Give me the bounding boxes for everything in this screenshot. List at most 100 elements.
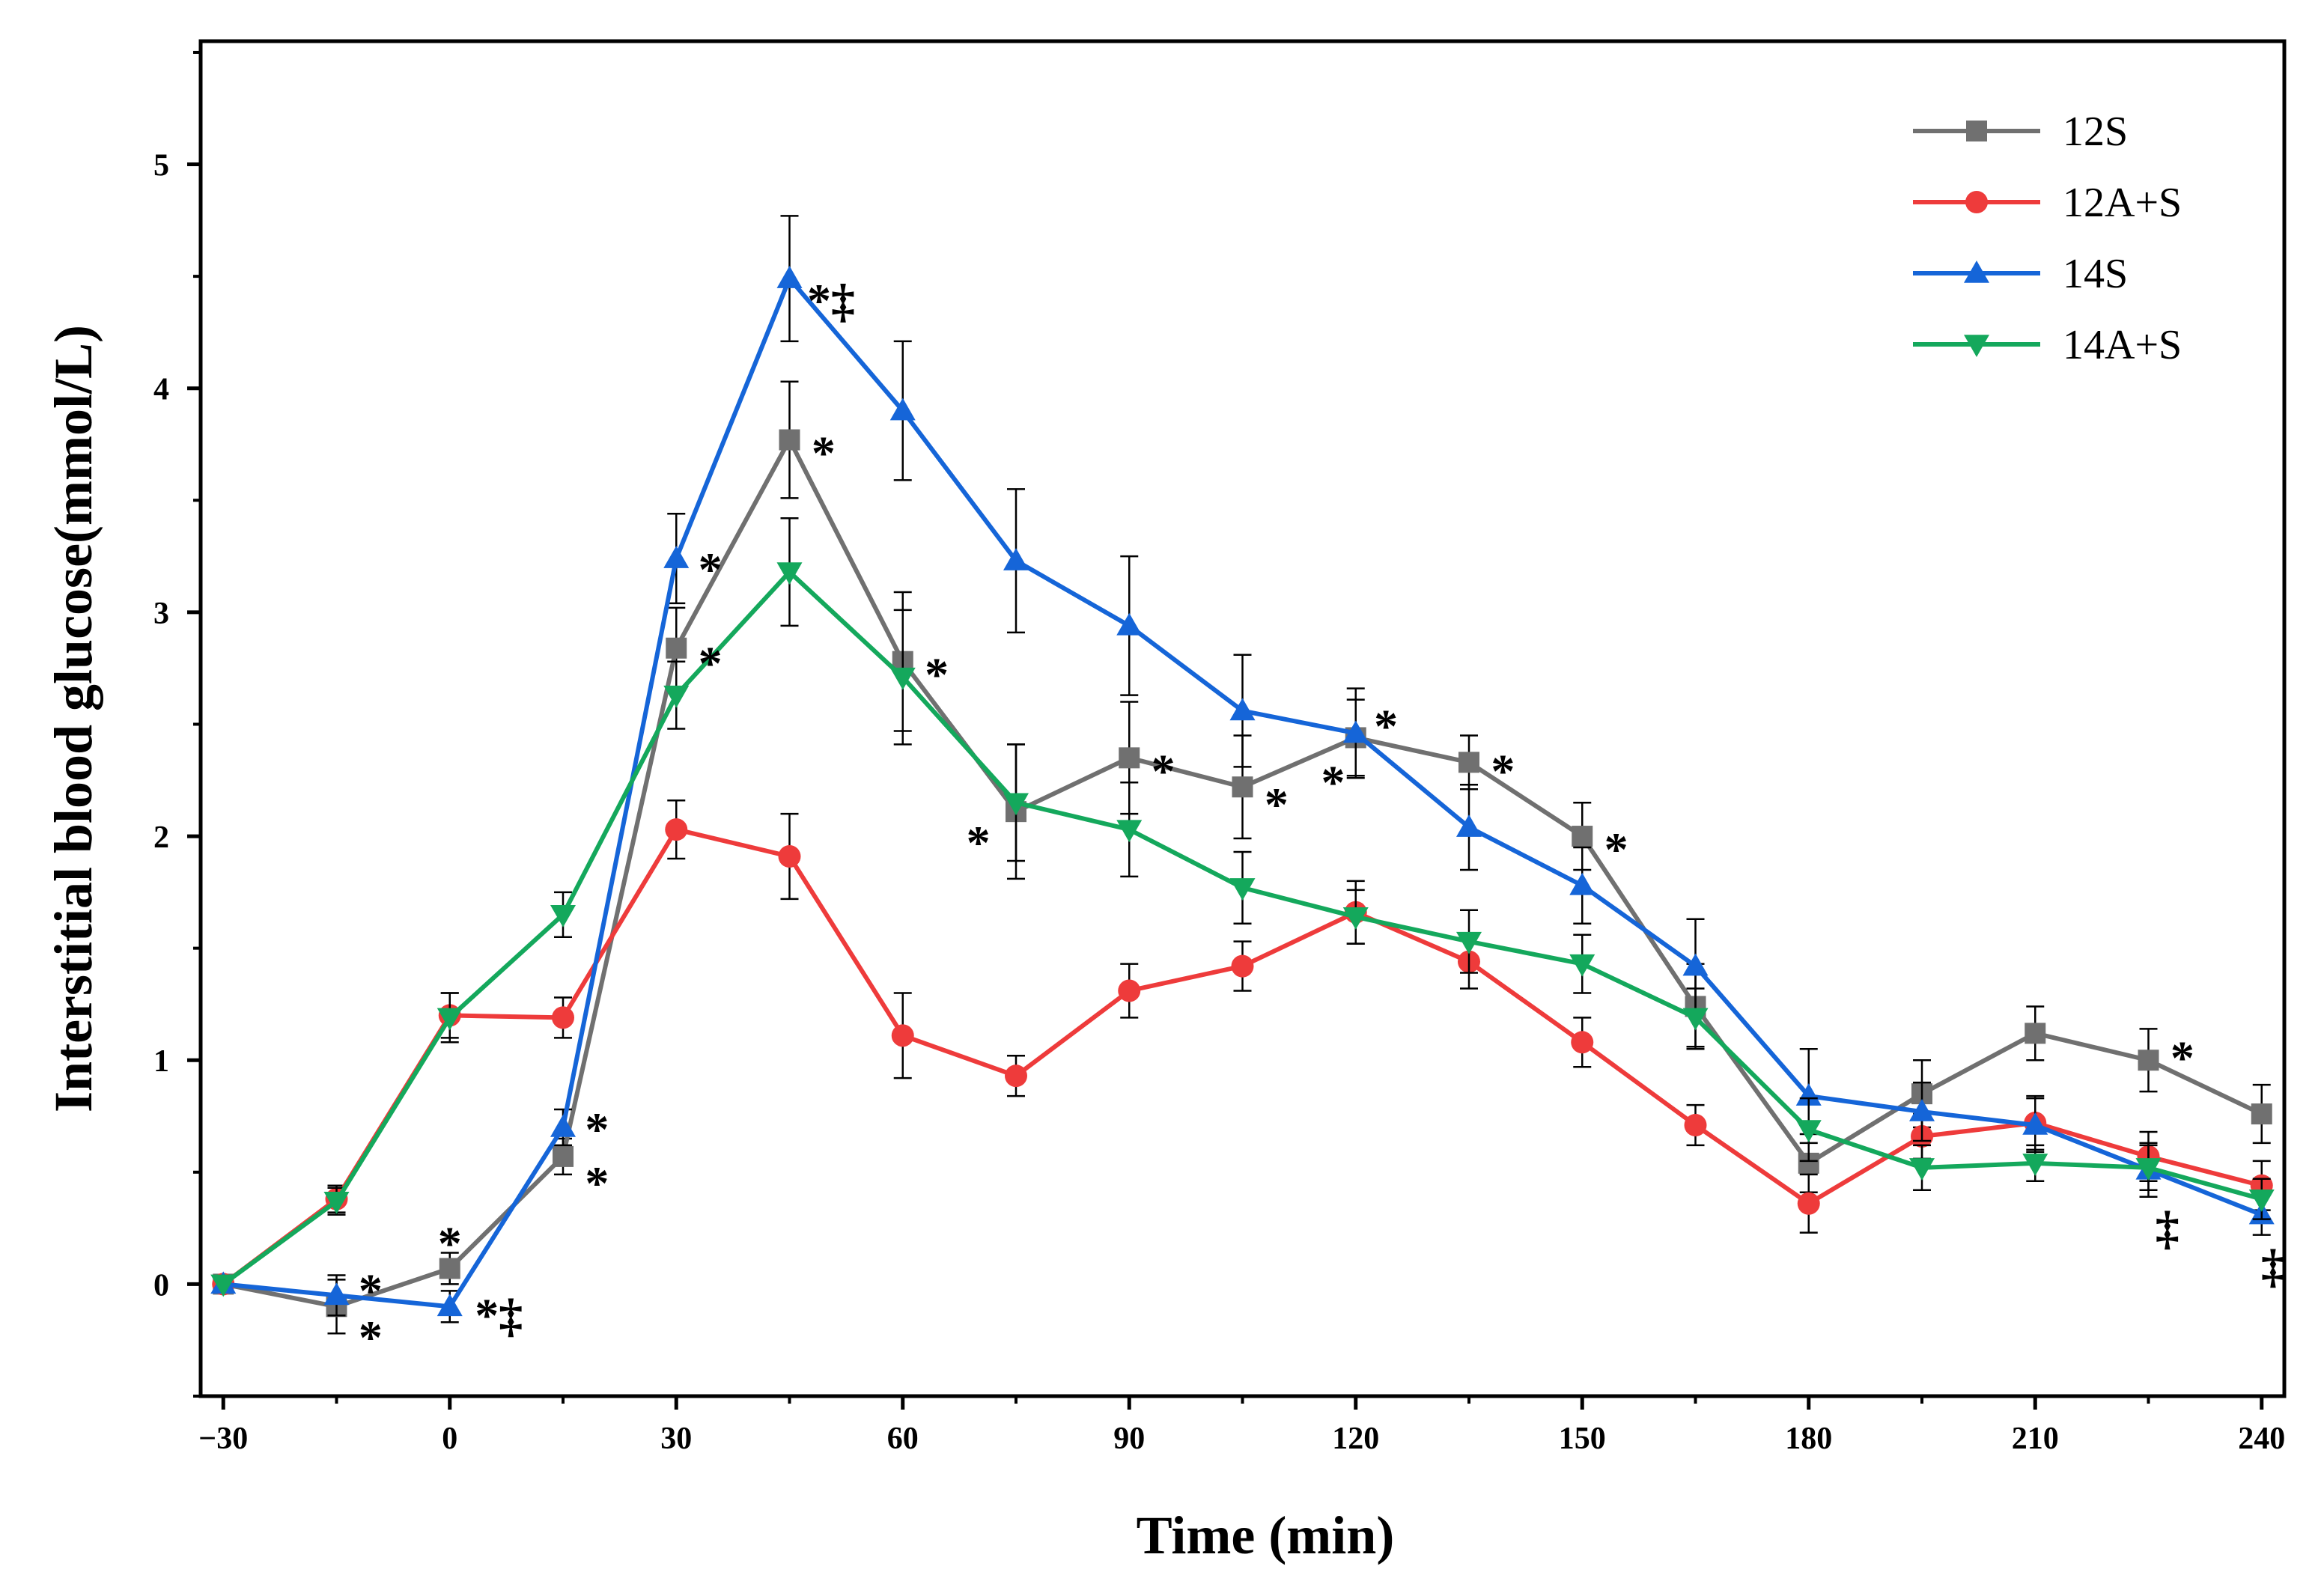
data-point: [1571, 1031, 1594, 1054]
annotation: *: [925, 648, 949, 701]
data-point: [553, 1145, 574, 1167]
legend-marker: [1964, 261, 1989, 283]
data-point: [1795, 1120, 1822, 1142]
x-tick-label: 0: [442, 1422, 457, 1456]
annotation: *: [1152, 744, 1175, 797]
plot-area: [210, 215, 2275, 1335]
series-14A+S: [210, 517, 2275, 1297]
legend-item-12A+S: 12A+S: [1913, 180, 2182, 226]
x-tick-label: 150: [1559, 1422, 1606, 1456]
y-axis-title: Interstitial blood glucose(mmol/L): [43, 325, 103, 1112]
data-point: [1682, 953, 1709, 976]
data-point: [1569, 872, 1596, 895]
data-point: [1797, 1192, 1820, 1215]
data-point: [2022, 1112, 2048, 1135]
data-point: [323, 1282, 350, 1306]
annotation: *: [699, 637, 723, 690]
data-point: [1682, 1008, 1709, 1031]
legend-label: 12A+S: [2063, 180, 2182, 226]
annotation: *: [699, 543, 723, 596]
data-point: [1116, 612, 1143, 636]
data-point: [778, 844, 801, 868]
data-point: [889, 667, 916, 690]
legend-marker: [1964, 335, 1989, 357]
annotation: ‡: [2156, 1201, 2179, 1255]
legend-item-14S: 14S: [1913, 251, 2128, 297]
annotation: *: [1321, 755, 1345, 808]
annotation: ‡: [2261, 1239, 2285, 1292]
data-point: [2251, 1103, 2272, 1125]
data-point: [550, 1114, 576, 1137]
legend-label: 12S: [2063, 109, 2128, 155]
data-point: [1684, 1114, 1707, 1136]
annotation: *: [1604, 823, 1628, 876]
annotation: *: [2171, 1031, 2194, 1084]
data-point: [1119, 747, 1140, 769]
x-axis-title: Time (min): [1137, 1505, 1395, 1565]
data-point: [1229, 698, 1256, 721]
data-point: [1231, 954, 1254, 978]
data-point: [663, 546, 690, 568]
legend-item-14A+S: 14A+S: [1913, 322, 2182, 368]
x-tick-label: 60: [887, 1422, 919, 1456]
data-point: [1569, 954, 1596, 977]
data-point: [1572, 826, 1593, 847]
data-point: [1005, 1064, 1027, 1088]
data-point: [1909, 1099, 1935, 1121]
data-point: [1456, 814, 1482, 837]
annotation: *: [967, 816, 991, 869]
annotation: *: [438, 1217, 462, 1270]
legend-marker: [1966, 121, 1987, 141]
annotation: *‡: [475, 1288, 523, 1341]
significance-annotations: ****‡*****‡***** *****‡‡: [359, 274, 2285, 1364]
data-point: [436, 1294, 463, 1317]
data-point: [1116, 820, 1143, 843]
x-axis: −30 0 30 60 90 120 150 180 210 240: [198, 1396, 2285, 1456]
y-tick-label: 1: [153, 1044, 169, 1079]
data-point: [439, 1258, 460, 1279]
data-point: [1458, 752, 1479, 773]
annotation: *: [1491, 744, 1515, 797]
data-point: [2135, 1158, 2162, 1181]
data-point: [1342, 720, 1369, 743]
data-point: [889, 398, 916, 421]
data-point: [2138, 1050, 2159, 1071]
data-point: [210, 1274, 237, 1297]
x-tick-label: 210: [2012, 1422, 2059, 1456]
data-point: [1456, 931, 1482, 954]
data-point: [323, 1191, 350, 1214]
y-tick-label: 2: [153, 820, 169, 855]
data-point: [550, 905, 576, 928]
y-tick-label: 4: [153, 373, 169, 407]
data-point: [2025, 1023, 2046, 1044]
annotation: *: [359, 1264, 383, 1317]
annotation: *‡: [807, 274, 855, 327]
x-tick-label: 30: [660, 1422, 692, 1456]
data-point: [665, 818, 688, 841]
data-point: [2248, 1189, 2275, 1212]
data-point: [552, 1006, 574, 1029]
annotation: *: [1374, 699, 1398, 752]
data-point: [779, 429, 800, 451]
annotation: *: [585, 1157, 609, 1210]
data-point: [1232, 776, 1253, 798]
y-axis: 0 1 2 3 4 5: [153, 50, 201, 1398]
data-point: [663, 685, 690, 708]
y-tick-label: 5: [153, 149, 169, 183]
annotation: *: [359, 1311, 383, 1364]
data-point: [1909, 1158, 1935, 1181]
data-point: [436, 1008, 463, 1031]
data-point: [1003, 548, 1029, 570]
x-tick-label: 240: [2238, 1422, 2285, 1456]
y-tick-label: 0: [153, 1268, 169, 1303]
data-point: [1118, 979, 1141, 1002]
data-point: [1795, 1083, 1822, 1106]
annotation: *: [1265, 778, 1289, 831]
data-point: [1342, 907, 1369, 930]
data-point: [666, 637, 687, 659]
data-point: [1229, 878, 1256, 901]
annotation: *: [812, 426, 836, 479]
x-tick-label: 90: [1113, 1422, 1145, 1456]
legend-marker: [1965, 191, 1988, 213]
